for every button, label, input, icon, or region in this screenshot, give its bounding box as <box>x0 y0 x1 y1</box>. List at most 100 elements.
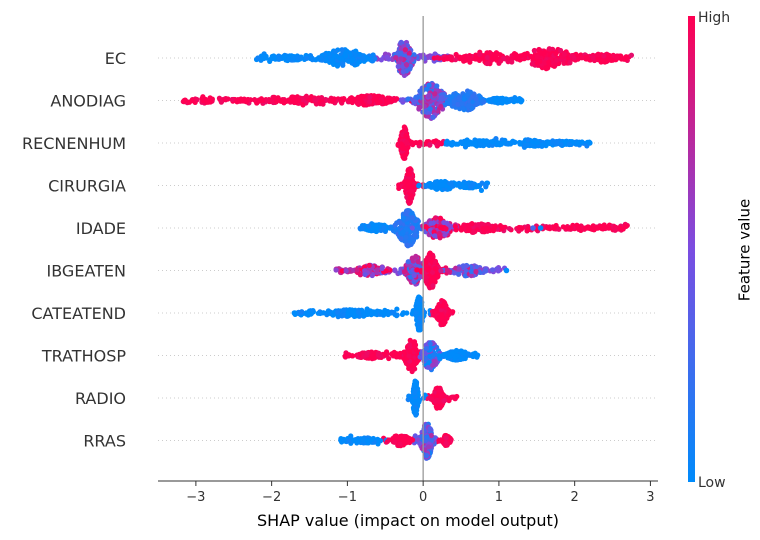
shap-point <box>407 348 413 355</box>
shap-point <box>571 55 577 61</box>
shap-point <box>492 224 498 230</box>
shap-point <box>517 53 524 59</box>
shap-point <box>437 215 444 221</box>
shap-point <box>545 65 551 71</box>
shap-point <box>406 353 412 359</box>
shap-point <box>303 55 310 61</box>
shap-point <box>470 353 476 360</box>
shap-point <box>247 97 254 103</box>
shap-point <box>460 263 466 269</box>
shap-point <box>333 267 339 273</box>
shap-point <box>413 381 419 387</box>
shap-point <box>557 47 564 54</box>
shap-point <box>409 210 415 216</box>
shap-point <box>553 141 560 147</box>
feature-row-points <box>291 294 456 333</box>
shap-point <box>400 229 406 235</box>
shap-point <box>430 283 436 289</box>
shap-point <box>290 55 296 61</box>
shap-outlier-point <box>605 225 612 231</box>
shap-point <box>334 63 341 69</box>
shap-point <box>345 312 351 318</box>
shap-point <box>401 349 407 355</box>
feature-row-points <box>357 208 630 249</box>
shap-point <box>357 51 363 58</box>
shap-point <box>551 224 558 230</box>
shap-point <box>470 229 476 235</box>
shap-point <box>531 48 538 54</box>
shap-point <box>426 92 432 98</box>
shap-point <box>474 264 480 270</box>
shap-point <box>258 96 264 102</box>
shap-point <box>473 96 479 102</box>
shap-point <box>403 132 409 139</box>
shap-point <box>455 141 461 147</box>
shap-point <box>501 139 507 145</box>
shap-point <box>408 188 414 194</box>
shap-point <box>406 55 412 61</box>
shap-point <box>366 223 372 229</box>
shap-point <box>590 55 596 61</box>
shap-point <box>411 343 418 349</box>
shap-point <box>409 225 415 231</box>
shap-point <box>281 98 287 104</box>
shap-point <box>442 232 448 238</box>
shap-point <box>350 353 356 359</box>
shap-point <box>333 48 339 54</box>
shap-point <box>331 53 337 59</box>
shap-point <box>561 60 567 66</box>
feature-row-points <box>342 337 481 375</box>
shap-point <box>468 184 474 190</box>
shap-point <box>360 56 366 62</box>
shap-point <box>459 100 465 107</box>
shap-outlier-point <box>545 225 551 231</box>
shap-outlier-point <box>575 140 582 146</box>
shap-point <box>472 141 478 148</box>
shap-point <box>402 53 408 59</box>
shap-point <box>385 311 391 318</box>
shap-point <box>430 138 437 145</box>
shap-point <box>330 61 337 67</box>
shap-point <box>487 227 493 234</box>
shap-outlier-point <box>537 225 544 231</box>
shap-point <box>208 98 214 104</box>
shap-point <box>352 313 358 319</box>
shap-point <box>416 104 422 111</box>
shap-point <box>465 103 471 109</box>
shap-point <box>489 267 496 273</box>
shap-point <box>451 270 457 276</box>
shap-outlier-point <box>518 97 525 104</box>
shap-point <box>432 51 438 57</box>
shap-outlier-point <box>503 267 510 274</box>
shap-point <box>424 345 430 352</box>
shap-point <box>579 55 585 61</box>
shap-point <box>405 183 411 189</box>
shap-point <box>434 274 441 280</box>
shap-point <box>395 63 401 70</box>
shap-point <box>438 103 444 110</box>
shap-point <box>398 236 404 242</box>
shap-point <box>402 47 408 53</box>
shap-point <box>406 50 412 57</box>
shap-point <box>285 98 291 104</box>
shap-point <box>466 227 472 234</box>
shap-outlier-point <box>617 225 623 231</box>
shap-point <box>371 355 377 361</box>
shap-point <box>318 55 324 61</box>
shap-point <box>455 271 462 277</box>
shap-point <box>427 251 433 257</box>
shap-point <box>461 222 467 228</box>
shap-outlier-point <box>575 225 582 231</box>
shap-point <box>355 100 361 106</box>
shap-outlier-point <box>200 97 207 104</box>
shap-point <box>394 96 400 102</box>
row-gridlines <box>158 57 658 441</box>
shap-point <box>472 56 478 62</box>
shap-point <box>375 100 381 106</box>
feature-row-points <box>395 124 593 161</box>
shap-point <box>436 314 442 320</box>
shap-point <box>400 153 406 159</box>
shap-point <box>421 55 427 62</box>
shap-point <box>449 350 456 356</box>
shap-point <box>456 94 463 100</box>
